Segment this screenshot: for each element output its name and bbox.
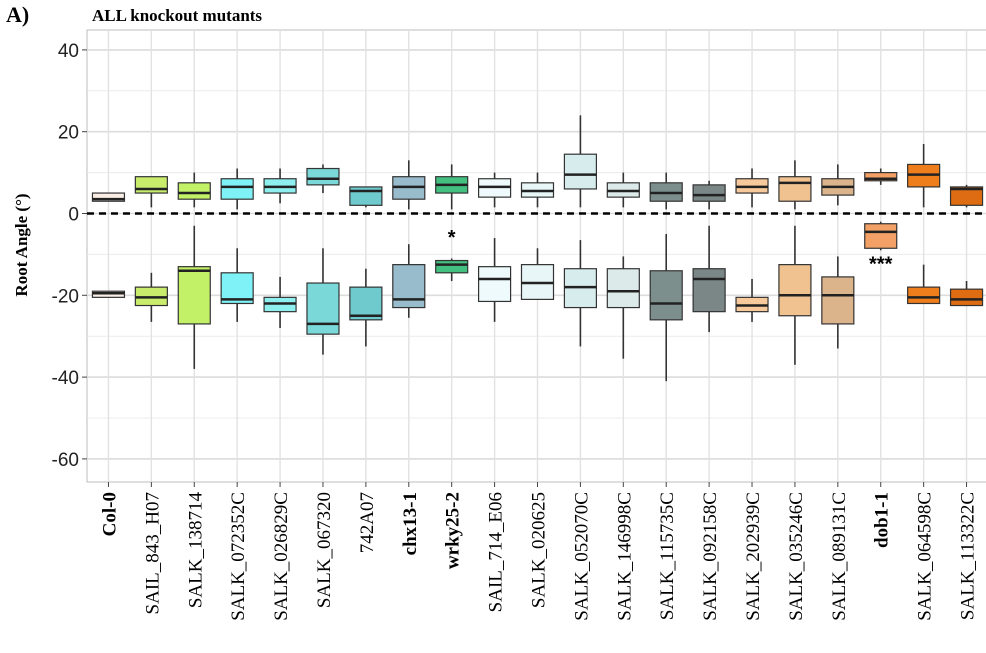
y-tick-label: -60	[52, 450, 79, 471]
y-tick-label: -40	[52, 368, 79, 389]
box	[907, 286, 941, 305]
x-tick-label: SALK_092158C	[700, 492, 721, 621]
x-tick-label: SAIL_714_E06	[486, 492, 507, 612]
box	[349, 186, 383, 206]
y-tick-label: -20	[52, 286, 79, 307]
box	[220, 178, 254, 200]
box	[864, 223, 898, 249]
box	[349, 286, 383, 321]
panel-label: A)	[6, 2, 30, 27]
box	[177, 182, 211, 200]
box	[778, 264, 812, 317]
x-tick-label: SALK_035246C	[786, 492, 807, 621]
significance-marker: *	[448, 227, 456, 249]
x-tick-label: SALK_115735C	[657, 492, 678, 620]
box	[91, 192, 126, 202]
box	[864, 172, 898, 182]
x-tick-label: SAIL_843_H07	[142, 492, 163, 614]
box	[649, 270, 683, 321]
box	[477, 266, 512, 303]
box	[134, 176, 168, 194]
x-tick-label: SALK_113322C	[958, 492, 979, 620]
box	[692, 184, 726, 202]
box	[177, 266, 211, 325]
box	[606, 268, 640, 309]
x-tick-label: wrky25-2	[443, 492, 464, 569]
box	[306, 282, 340, 335]
x-tick-label: SALK_202939C	[743, 492, 764, 621]
x-tick-label: SALK_138714	[185, 492, 206, 609]
x-tick-label: 742A07	[357, 492, 378, 553]
chart-title: ALL knockout mutants	[92, 6, 263, 25]
box	[306, 167, 340, 186]
x-tick-label: SALK_020625	[529, 492, 550, 608]
x-tick-label: chx13-1	[400, 492, 421, 555]
y-tick-label: 40	[58, 41, 79, 62]
x-tick-label: SALK_026829C	[271, 492, 292, 621]
box	[949, 288, 984, 307]
box	[949, 186, 984, 206]
x-tick-label: SALK_052070C	[571, 492, 592, 621]
x-tick-label: SALK_072352C	[228, 492, 249, 621]
box	[692, 268, 726, 313]
box	[392, 264, 426, 309]
box	[563, 153, 598, 190]
y-tick-label: 0	[68, 205, 79, 226]
x-tick-label: SALK_089131C	[829, 492, 850, 621]
y-tick-label: 20	[58, 123, 79, 144]
x-tick-label: SALK_146998C	[614, 492, 635, 621]
box	[778, 176, 812, 202]
box	[435, 259, 469, 274]
x-tick-label: SALK_067320	[314, 492, 335, 608]
plot-panel	[86, 29, 986, 483]
box	[821, 276, 855, 325]
x-tick-label: Col-0	[99, 492, 120, 536]
x-tick-label: dob1-1	[872, 492, 893, 548]
x-tick-label: SALK_064598C	[915, 492, 936, 621]
significance-marker: ***	[869, 254, 893, 276]
